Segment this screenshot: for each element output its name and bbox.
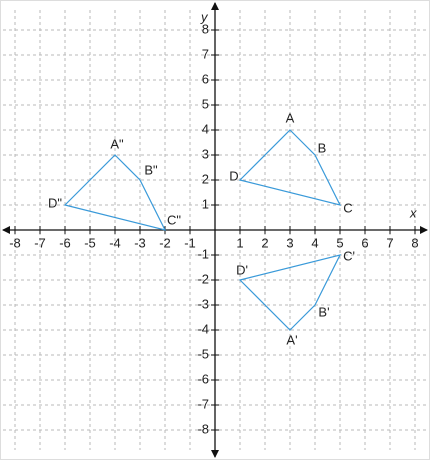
y-tick-label: -6 — [197, 371, 209, 386]
quadrilateral — [238, 254, 342, 331]
y-tick-label: -4 — [197, 321, 209, 336]
vertex-label: A — [286, 110, 295, 125]
vertex-label: B" — [144, 162, 158, 177]
x-tick-label: 2 — [261, 235, 268, 250]
y-axis-label: y — [200, 9, 209, 24]
vertex-label: B — [318, 140, 327, 155]
quadrilateral — [238, 129, 342, 206]
x-tick-label: -7 — [34, 235, 46, 250]
vertex-label: C — [343, 200, 352, 215]
x-tick-label: 7 — [386, 235, 393, 250]
y-tick-label: 4 — [202, 121, 209, 136]
vertex-label: D" — [48, 195, 62, 210]
vertex-label: C' — [343, 248, 355, 263]
vertex-label: C" — [167, 212, 181, 227]
y-tick-label: 5 — [202, 96, 209, 111]
quadrilateral — [63, 154, 167, 231]
y-tick-label: -1 — [197, 246, 209, 261]
y-tick-label: 3 — [202, 146, 209, 161]
y-tick-label: 6 — [202, 71, 209, 86]
x-tick-label: 3 — [286, 235, 293, 250]
x-tick-label: 1 — [236, 235, 243, 250]
y-tick-label: -5 — [197, 346, 209, 361]
x-tick-label: 4 — [311, 235, 318, 250]
x-tick-label: -4 — [109, 235, 121, 250]
y-tick-label: 2 — [202, 171, 209, 186]
vertex-label: A" — [110, 136, 124, 151]
y-tick-label: 7 — [202, 46, 209, 61]
y-tick-label: -8 — [197, 421, 209, 436]
x-tick-label: -5 — [84, 235, 96, 250]
vertex-label: D' — [236, 262, 248, 277]
y-tick-label: 1 — [202, 196, 209, 211]
vertex-label: D — [229, 168, 238, 183]
x-tick-label: -2 — [159, 235, 171, 250]
x-axis-label: x — [409, 205, 417, 220]
y-tick-label: -2 — [197, 271, 209, 286]
x-tick-label: -6 — [59, 235, 71, 250]
x-tick-label: 5 — [336, 235, 343, 250]
vertex-label: A' — [286, 332, 297, 347]
y-tick-label: 8 — [202, 21, 209, 36]
x-tick-label: -1 — [184, 235, 196, 250]
x-tick-label: -3 — [134, 235, 146, 250]
x-tick-label: -8 — [9, 235, 21, 250]
x-tick-label: 8 — [411, 235, 418, 250]
vertex-label: B' — [318, 304, 329, 319]
y-tick-label: -7 — [197, 396, 209, 411]
y-tick-label: -3 — [197, 296, 209, 311]
x-tick-label: 6 — [361, 235, 368, 250]
